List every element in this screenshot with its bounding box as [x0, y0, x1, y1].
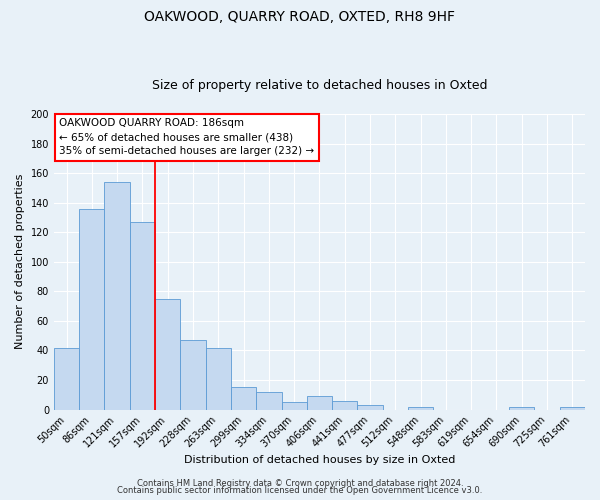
- Y-axis label: Number of detached properties: Number of detached properties: [15, 174, 25, 350]
- Bar: [281, 402, 307, 409]
- Bar: [256, 392, 281, 409]
- Bar: [560, 406, 585, 410]
- Bar: [104, 182, 130, 410]
- Bar: [307, 396, 332, 409]
- X-axis label: Distribution of detached houses by size in Oxted: Distribution of detached houses by size …: [184, 455, 455, 465]
- Bar: [206, 348, 231, 410]
- Text: Contains HM Land Registry data © Crown copyright and database right 2024.: Contains HM Land Registry data © Crown c…: [137, 478, 463, 488]
- Bar: [408, 406, 433, 410]
- Bar: [54, 348, 79, 410]
- Title: Size of property relative to detached houses in Oxted: Size of property relative to detached ho…: [152, 79, 487, 92]
- Bar: [79, 208, 104, 410]
- Bar: [358, 405, 383, 409]
- Bar: [509, 406, 535, 410]
- Bar: [155, 298, 181, 410]
- Text: OAKWOOD, QUARRY ROAD, OXTED, RH8 9HF: OAKWOOD, QUARRY ROAD, OXTED, RH8 9HF: [145, 10, 455, 24]
- Text: Contains public sector information licensed under the Open Government Licence v3: Contains public sector information licen…: [118, 486, 482, 495]
- Bar: [332, 400, 358, 409]
- Text: OAKWOOD QUARRY ROAD: 186sqm
← 65% of detached houses are smaller (438)
35% of se: OAKWOOD QUARRY ROAD: 186sqm ← 65% of det…: [59, 118, 314, 156]
- Bar: [181, 340, 206, 409]
- Bar: [130, 222, 155, 410]
- Bar: [231, 388, 256, 409]
